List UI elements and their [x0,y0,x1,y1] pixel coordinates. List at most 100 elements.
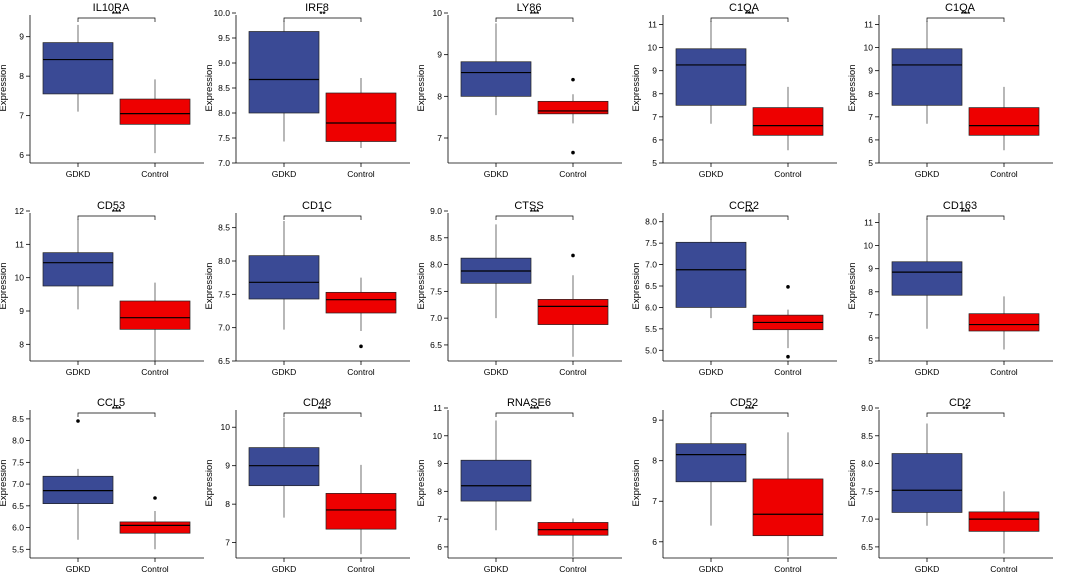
significance-label: *** [745,10,755,19]
panel-c1qa-3: C1QA 5 6 7 8 9 10 11 Expression GDKD Control *** [631,2,837,179]
x-category-label: Control [774,367,802,377]
significance-bracket [283,215,362,220]
x-category-label: Control [141,564,169,572]
y-tick-label: 8 [652,89,657,99]
y-tick-label: 6.5 [861,542,873,552]
x-category-label: Control [559,169,587,179]
x-category-label: GDKD [699,564,724,572]
x-category-label: GDKD [915,169,940,179]
y-axis-label: Expression [416,263,427,310]
y-tick-label: 6.5 [218,356,230,366]
y-tick-label: 8.0 [430,260,442,270]
y-tick-label: 8.0 [218,256,230,266]
significance-label: *** [961,208,971,217]
y-tick-label: 11 [864,218,873,228]
y-tick-label: 11 [15,239,24,249]
control-box [752,478,824,537]
y-axis-label: Expression [631,65,642,112]
y-tick-label: 7 [868,112,873,122]
panel-cd52-13: CD52 6 7 8 9 Expression GDKD Control *** [631,397,837,574]
panel-title: CTSS [514,200,543,212]
y-axis-label: Expression [416,460,427,507]
significance-label: *** [318,405,328,414]
x-category-label: GDKD [915,367,940,377]
panel-cd2-14: CD2 6.5 7.0 7.5 8.0 8.5 9.0 Expression GDKD Contr… [847,397,1053,574]
significance-bracket [710,215,789,220]
control-box [752,107,824,136]
y-tick-label: 11 [433,403,442,413]
y-tick-label: 9 [225,461,230,471]
significance-bracket [77,215,156,220]
y-tick-label: 10 [433,431,443,441]
gdkd-box [891,453,963,513]
panel-title: CD48 [303,397,331,409]
y-tick-label: 8.0 [861,459,873,469]
x-category-label: Control [347,169,375,179]
y-tick-label: 8.5 [861,431,873,441]
significance-label: *** [961,10,971,19]
y-tick-label: 12 [15,206,25,216]
x-category-label: GDKD [484,564,509,572]
significance-bracket [495,17,574,22]
panel-cd1c-6: CD1C 6.5 7.0 7.5 8.0 8.5 Expression GDKD Control… [204,200,410,377]
y-tick-label: 7.0 [12,479,24,489]
y-tick-label: 7 [437,133,442,143]
y-axis-label: Expression [204,263,215,310]
y-tick-label: 9.5 [218,33,230,43]
significance-label: ** [962,405,969,414]
control-box [968,511,1040,532]
y-tick-label: 7 [19,111,24,121]
x-category-label: Control [774,564,802,572]
x-category-label: GDKD [66,564,91,572]
control-box [968,313,1040,332]
y-tick-label: 9 [868,264,873,274]
x-category-label: Control [141,169,169,179]
y-axis-label: Expression [0,65,9,112]
y-tick-label: 6.0 [645,302,657,312]
control-box [119,300,191,330]
panel-title: CD2 [949,397,971,409]
y-tick-label: 8 [868,89,873,99]
x-category-label: GDKD [66,169,91,179]
y-tick-label: 6 [19,150,24,160]
x-category-label: GDKD [272,169,297,179]
y-tick-label: 6.5 [12,501,24,511]
panel-title: CD1C [302,200,332,212]
y-tick-label: 7.0 [430,313,442,323]
y-tick-label: 6 [868,135,873,145]
significance-label: *** [112,208,122,217]
x-category-label: GDKD [66,367,91,377]
y-tick-label: 9.0 [218,58,230,68]
y-tick-label: 8.0 [218,108,230,118]
x-category-label: Control [990,367,1018,377]
x-category-label: Control [141,367,169,377]
y-tick-label: 7 [225,538,230,548]
significance-bracket [495,215,574,220]
y-tick-label: 9 [868,66,873,76]
x-category-label: GDKD [699,367,724,377]
significance-label: *** [745,208,755,217]
control-box [325,291,397,314]
x-category-label: Control [347,564,375,572]
x-category-label: GDKD [272,564,297,572]
gdkd-box [42,252,114,287]
significance-label: * [321,208,325,217]
gdkd-box [248,447,320,487]
significance-label: *** [530,10,540,19]
y-axis-label: Expression [631,263,642,310]
y-tick-label: 6 [652,135,657,145]
y-axis-label: Expression [847,263,858,310]
gdkd-box [460,61,532,97]
significance-label: *** [745,405,755,414]
y-tick-label: 7 [868,310,873,320]
gdkd-outlier-point [76,419,80,423]
y-tick-label: 10 [864,43,874,53]
control-box [968,107,1040,136]
significance-label: *** [112,10,122,19]
significance-bracket [710,17,789,22]
y-tick-label: 10 [221,422,231,432]
control-box [537,299,609,325]
y-tick-label: 8.5 [12,414,24,424]
y-tick-label: 10 [433,8,443,18]
panel-ctss-7: CTSS 6.5 7.0 7.5 8.0 8.5 9.0 Expression GDKD Cont… [416,200,622,377]
